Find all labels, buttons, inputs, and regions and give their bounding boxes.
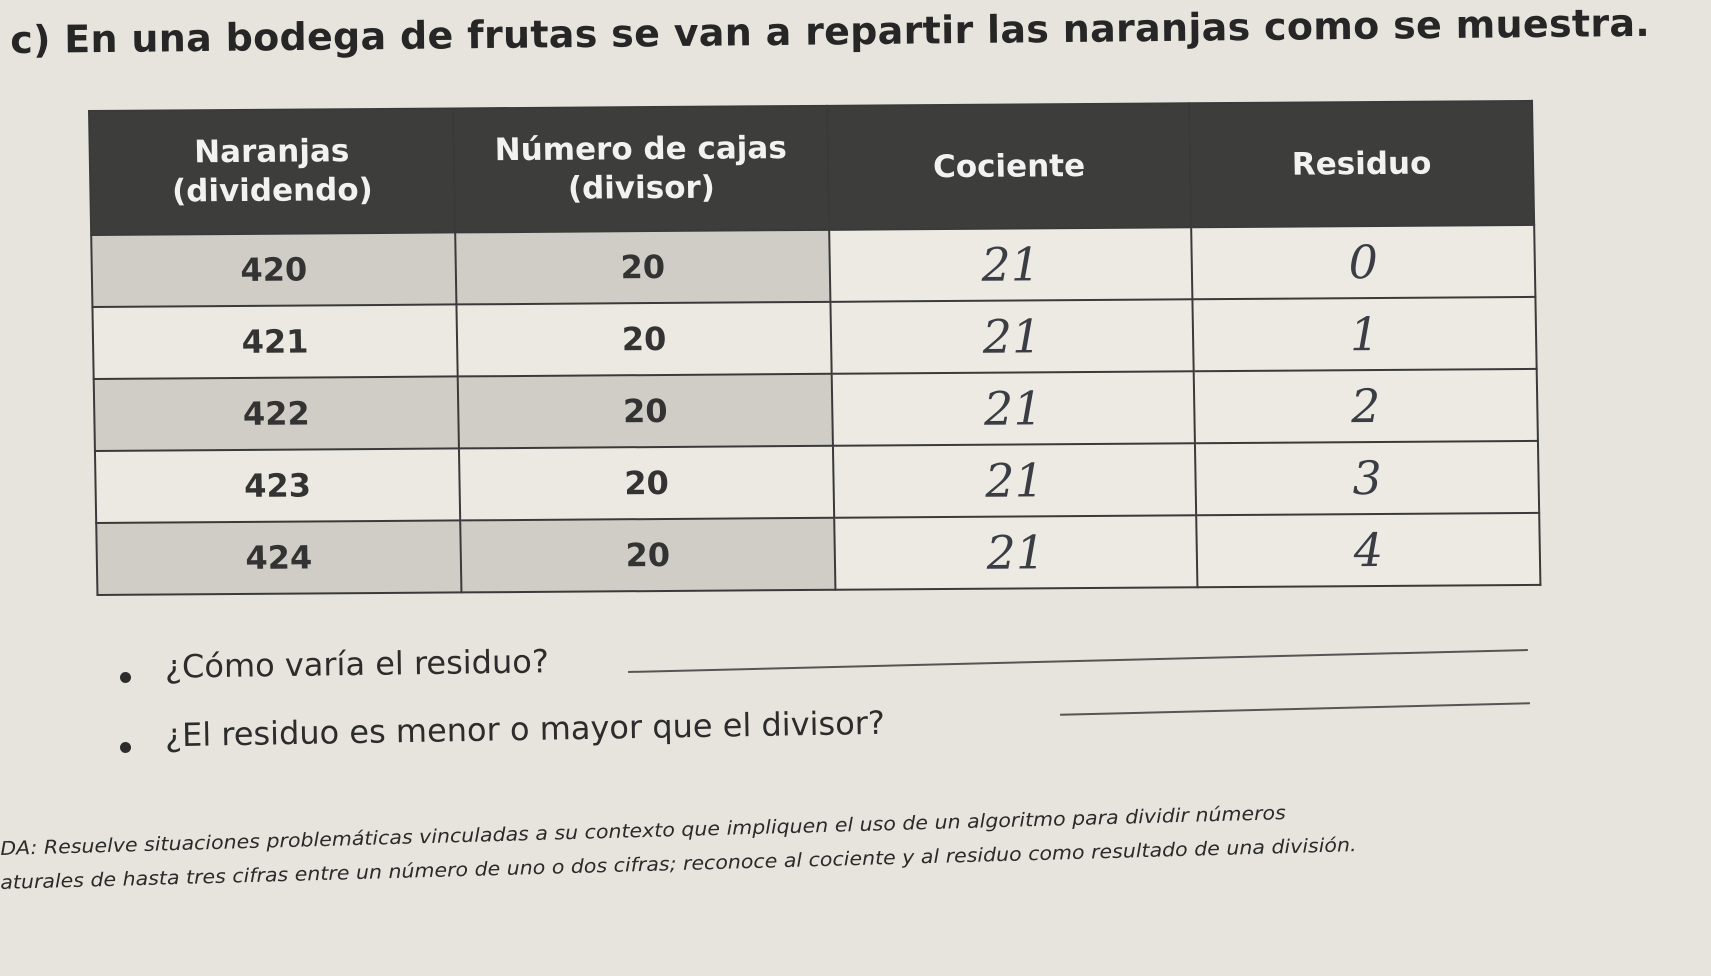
cell-cajas: 20 — [460, 517, 836, 593]
division-table: Naranjas (dividendo) Número de cajas (di… — [88, 100, 1541, 596]
answer-line-2[interactable] — [1060, 702, 1530, 716]
cell-cajas: 20 — [455, 229, 831, 305]
header-cajas: Número de cajas (divisor) — [453, 105, 830, 233]
table-row: 423 20 21 3 — [94, 440, 1540, 523]
table-row: 422 20 21 2 — [93, 368, 1538, 451]
bullet — [120, 742, 131, 753]
cell-residuo[interactable]: 2 — [1193, 368, 1538, 444]
cell-cociente[interactable]: 21 — [831, 371, 1195, 446]
answer-line-1[interactable] — [628, 649, 1528, 673]
cell-cajas: 20 — [458, 445, 835, 521]
table-row: 420 20 21 0 — [91, 224, 1536, 307]
header-cociente: Cociente — [826, 103, 1192, 230]
cell-naranjas: 422 — [93, 376, 459, 451]
header-residuo: Residuo — [1188, 100, 1535, 228]
question-1: ¿Cómo varía el residuo? — [164, 642, 550, 686]
cell-cociente[interactable]: 21 — [832, 443, 1197, 518]
cell-naranjas: 424 — [96, 520, 462, 595]
cell-residuo[interactable]: 1 — [1192, 296, 1537, 372]
exercise-title: c) En una bodega de frutas se van a repa… — [10, 0, 1651, 62]
question-2: ¿El residuo es menor o mayor que el divi… — [164, 703, 886, 755]
cell-naranjas: 421 — [92, 304, 458, 379]
bullet — [120, 672, 131, 683]
cell-cajas: 20 — [457, 373, 833, 449]
cell-residuo[interactable]: 4 — [1196, 512, 1541, 588]
cell-cociente[interactable]: 21 — [829, 227, 1193, 302]
cell-naranjas: 423 — [94, 448, 461, 523]
table-row: 421 20 21 1 — [92, 296, 1537, 379]
cell-cajas: 20 — [456, 301, 832, 377]
cell-residuo[interactable]: 0 — [1191, 224, 1536, 300]
cell-cociente[interactable]: 21 — [834, 515, 1198, 590]
header-naranjas: Naranjas (dividendo) — [89, 108, 456, 235]
table-row: 424 20 21 4 — [96, 512, 1541, 595]
cell-naranjas: 420 — [91, 232, 457, 307]
cell-cociente[interactable]: 21 — [830, 299, 1194, 374]
cell-residuo[interactable]: 3 — [1194, 440, 1540, 516]
